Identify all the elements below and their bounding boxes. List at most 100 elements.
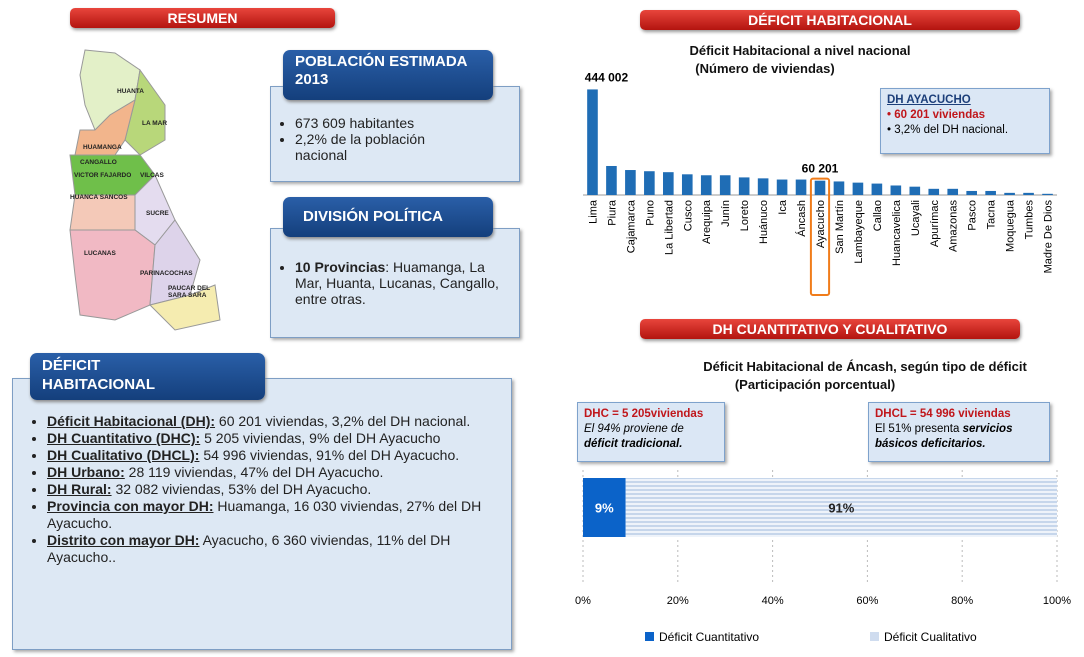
map-label: HUANCA SANCOS	[70, 194, 128, 201]
map-label: SUCRE	[146, 210, 169, 217]
annotation-title: DHC = 5 205viviendas	[584, 408, 704, 420]
bar	[795, 179, 807, 195]
x-tick-label: 20%	[667, 595, 689, 607]
division-text: : Huamanga, La Mar, Huanta, Lucanas, Can…	[295, 259, 499, 307]
x-tick-label: Ucayali	[910, 200, 922, 236]
bar	[757, 178, 769, 195]
deficit-item: DH Cualitativo (DHCL): 54 996 viviendas,…	[47, 447, 491, 464]
chart2-header: DH CUANTITATIVO Y CUALITATIVO	[640, 319, 1020, 339]
x-tick-label: Puno	[644, 200, 656, 226]
x-tick-label: Arequipa	[701, 199, 713, 244]
deficit-label: Distrito con mayor DH:	[47, 532, 200, 548]
bar	[1004, 192, 1015, 195]
annotation-title: DHCL = 54 996 viviendas	[875, 408, 1011, 420]
division-label: 10 Provincias	[295, 259, 386, 275]
bar	[776, 179, 788, 195]
chart1-annotation: DH AYACUCHO • 60 201 viviendas • 3,2% de…	[880, 88, 1050, 154]
bar	[966, 190, 977, 195]
x-tick-label: Loreto	[739, 200, 751, 231]
deficit-text: 60 201 viviendas, 3,2% del DH nacional.	[215, 413, 471, 429]
bar	[985, 190, 996, 195]
value-label: 91%	[828, 501, 854, 516]
bar	[909, 186, 921, 195]
bar	[625, 170, 636, 195]
value-label: 60 201	[802, 162, 839, 176]
deficit-label: Déficit Habitacional (DH):	[47, 413, 216, 429]
chart2-annotation: DHCL = 54 996 viviendas El 51% presenta …	[868, 402, 1050, 462]
deficit-text: Huamanga, 16 030 viviendas, 27% del DH A…	[47, 498, 482, 531]
bar	[606, 165, 617, 195]
chart2-subtitle: (Participación porcentual)	[734, 377, 896, 392]
bar	[719, 175, 731, 195]
map-label: HUAMANGA	[83, 144, 122, 151]
bar	[1023, 192, 1034, 195]
x-tick-label: Amazonas	[948, 200, 960, 252]
x-tick-label: Ayacucho	[815, 200, 827, 248]
x-tick-label: Moquegua	[1005, 199, 1017, 252]
bar	[681, 174, 693, 195]
poblacion-box: 673 609 habitantes2,2% de la población n…	[270, 86, 520, 182]
map-label: PAUCAR DEL SARA SARA	[168, 285, 211, 299]
deficit-label: DH Rural:	[47, 481, 112, 497]
deficit-item: Déficit Habitacional (DH): 60 201 vivien…	[47, 413, 491, 430]
x-tick-label: Lambayeque	[853, 200, 865, 264]
deficit-item: Distrito con mayor DH: Ayacucho, 6 360 v…	[47, 532, 491, 566]
division-header: DIVISIÓN POLÍTICA	[283, 197, 493, 237]
legend-label: Déficit Cuantitativo	[659, 630, 759, 644]
x-tick-label: Callao	[872, 200, 884, 231]
bar	[871, 183, 883, 195]
bar-chart: Lima 444 002 Piura Cajamarca Puno La Libertad…	[583, 70, 1057, 297]
map-label: VICTOR FAJARDO	[74, 172, 132, 179]
province	[149, 284, 221, 331]
x-tick-label: Cusco	[682, 200, 694, 231]
x-tick-label: Ica	[777, 199, 789, 215]
deficit-label: DH Cuantitativo (DHC):	[47, 430, 201, 446]
bar	[587, 89, 598, 195]
bar-segment	[625, 478, 1057, 537]
deficit-item: DH Urbano: 28 119 viviendas, 47% del DH …	[47, 464, 491, 481]
bar	[663, 172, 674, 195]
deficit-text: 5 205 viviendas, 9% del DH Ayacucho	[200, 430, 441, 446]
x-tick-label: Apurímac	[929, 200, 941, 248]
bar	[814, 180, 826, 195]
poblacion-item: 673 609 habitantes	[295, 115, 509, 131]
x-tick-label: 40%	[762, 595, 784, 607]
annotation-part: proviene de	[620, 423, 684, 435]
province	[69, 229, 156, 321]
bar	[738, 177, 750, 195]
map-label: VILCAS	[140, 172, 164, 179]
x-tick-label: San Martín	[834, 200, 846, 254]
x-tick-label: Lima	[587, 199, 599, 224]
bar	[852, 182, 864, 195]
deficit-item: DH Rural: 32 082 viviendas, 53% del DH A…	[47, 481, 491, 498]
bar	[833, 181, 845, 195]
x-tick-label: 0%	[575, 595, 591, 607]
bar	[928, 188, 940, 195]
chart1-title: Déficit Habitacional a nivel nacional	[689, 43, 911, 58]
deficit-text: 32 082 viviendas, 53% del DH Ayacucho.	[111, 481, 372, 497]
deficit-label: Provincia con mayor DH:	[47, 498, 214, 514]
deficit-item: DH Cuantitativo (DHC): 5 205 viviendas, …	[47, 430, 491, 447]
x-tick-label: Piura	[606, 199, 618, 226]
bar	[890, 185, 902, 195]
x-tick-label: Huancavelica	[891, 199, 903, 266]
x-tick-label: Pasco	[967, 200, 979, 231]
map-label: PARINACOCHAS	[140, 270, 193, 277]
deficit-label: DH Cualitativo (DHCL):	[47, 447, 200, 463]
legend-swatch	[870, 632, 879, 641]
bar	[947, 188, 959, 195]
chart2-title: Déficit Habitacional de Áncash, según ti…	[703, 359, 1027, 374]
map-label: LUCANAS	[84, 250, 116, 257]
division-box: 10 Provincias: Huamanga, La Mar, Huanta,…	[270, 228, 520, 338]
x-tick-label: 60%	[856, 595, 878, 607]
deficit-item: Provincia con mayor DH: Huamanga, 16 030…	[47, 498, 491, 532]
deficit-text: 54 996 viviendas, 91% del DH Ayacucho.	[199, 447, 460, 463]
x-tick-label: Tacna	[986, 199, 998, 229]
highlight-box	[809, 177, 831, 297]
deficit-list: Déficit Habitacional (DH): 60 201 vivien…	[33, 413, 491, 566]
deficit-text: 28 119 viviendas, 47% del DH Ayacucho.	[124, 464, 384, 480]
x-tick-label: Tumbes	[1024, 200, 1036, 240]
x-tick-label: Áncash	[795, 200, 808, 237]
division-item: 10 Provincias: Huamanga, La Mar, Huanta,…	[295, 259, 509, 307]
